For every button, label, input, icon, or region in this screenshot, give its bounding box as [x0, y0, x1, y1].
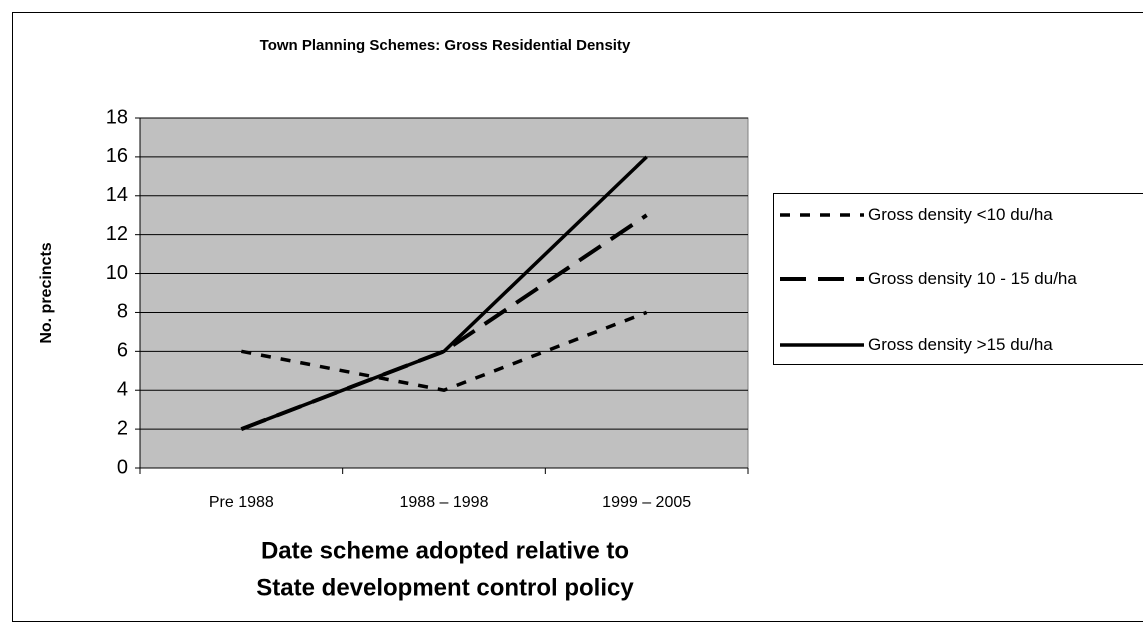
x-tick-label: 1988 – 1998 [400, 494, 489, 511]
legend-entry: Gross density 10 - 15 du/ha [774, 264, 1140, 293]
x-tick-label: Pre 1988 [209, 494, 274, 511]
y-tick-label: 8 [117, 301, 128, 323]
legend-entry: Gross density <10 du/ha [774, 200, 1140, 229]
y-tick-label: 6 [117, 340, 128, 362]
legend: Gross density <10 du/ha Gross density 10 … [773, 193, 1143, 365]
legend-swatch [780, 213, 864, 217]
x-tick-label: 1999 – 2005 [602, 494, 691, 511]
y-tick-label: 12 [106, 223, 128, 245]
series-line [241, 310, 648, 393]
legend-entry: Gross density >15 du/ha [774, 330, 1140, 359]
plot-area [139, 117, 749, 469]
x-axis-title: Date scheme adopted relative to [261, 537, 629, 564]
chart-frame [12, 12, 1143, 622]
y-tick-label: 4 [117, 379, 128, 401]
y-tick-label: 14 [106, 184, 128, 206]
y-tick-label: 18 [106, 106, 128, 128]
y-tick-label: 0 [117, 456, 128, 478]
series-line [240, 155, 648, 431]
y-tick-label: 16 [106, 145, 128, 167]
legend-swatch [780, 343, 864, 347]
x-axis-title: State development control policy [256, 574, 634, 601]
y-axis-title: No. precincts [38, 242, 55, 343]
legend-label: Gross density <10 du/ha [868, 205, 1053, 224]
legend-swatch [780, 277, 864, 281]
y-tick-label: 2 [117, 417, 128, 439]
legend-label: Gross density >15 du/ha [868, 335, 1053, 354]
legend-label: Gross density 10 - 15 du/ha [868, 269, 1077, 288]
chart-title: Town Planning Schemes: Gross Residential… [260, 37, 631, 54]
y-tick-label: 10 [106, 262, 128, 284]
